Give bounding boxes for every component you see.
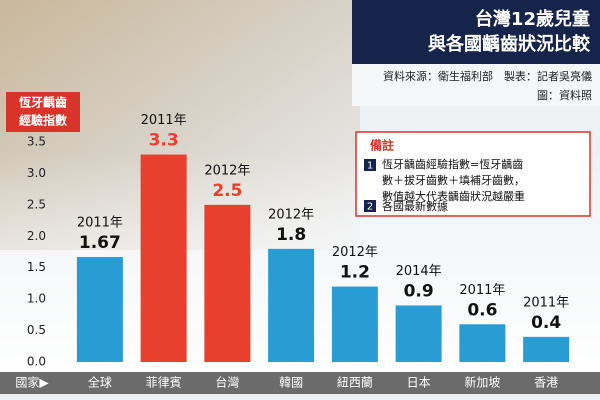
year-label: 2011年 [523, 295, 569, 310]
y-tick-label: 2.5 [27, 197, 46, 211]
value-label: 0.4 [531, 313, 561, 333]
y-axis-label: 恆牙齲齒 [19, 95, 67, 110]
note-text: 恆牙齲齒經驗指數=恆牙齲齒 [382, 157, 523, 171]
source: 資料來源：衛生福利部 製表：記者吳亮儀 [383, 69, 592, 83]
x-tick-label: 菲律賓 [146, 375, 182, 390]
y-axis-label: 經驗指數 [19, 113, 67, 128]
title-box [352, 0, 600, 64]
value-label: 0.9 [404, 281, 434, 301]
value-label: 3.3 [149, 131, 179, 151]
bar [140, 154, 187, 362]
year-label: 2011年 [459, 283, 505, 298]
year-label: 2012年 [332, 245, 378, 260]
bar [523, 336, 570, 362]
y-label-box [6, 92, 80, 132]
bar [76, 257, 123, 362]
value-label: 1.8 [276, 225, 306, 245]
value-label: 1.67 [79, 233, 121, 253]
note-text: 各國最新數據 [382, 199, 448, 213]
note-number-box [364, 200, 376, 212]
note-number: 1 [367, 161, 373, 172]
note-number-box [364, 159, 376, 171]
bar [459, 324, 506, 362]
chart-title: 與各國齲齒狀況比較 [428, 33, 591, 55]
y-tick-label: 2.0 [27, 229, 46, 243]
bar [395, 305, 442, 362]
value-label: 2.5 [212, 181, 242, 201]
y-tick-label: 1.5 [27, 260, 46, 274]
bar [204, 204, 251, 362]
year-label: 2011年 [141, 113, 187, 128]
x-tick-label: 紐西蘭 [337, 376, 373, 390]
x-tick-label: 新加坡 [464, 375, 500, 390]
value-label: 1.2 [340, 263, 370, 283]
year-label: 2012年 [204, 163, 250, 178]
y-tick-label: 3.5 [27, 135, 46, 149]
y-tick-label: 0.5 [27, 323, 46, 337]
y-tick-label: 3.0 [27, 166, 46, 180]
category-strip [0, 372, 600, 394]
bar [331, 286, 378, 362]
x-tick-label: 全球 [88, 375, 112, 390]
y-tick-label: 1.0 [27, 292, 46, 306]
year-label: 2014年 [396, 264, 442, 279]
x-axis-label: 國家▶ [15, 375, 49, 390]
note-box [355, 131, 591, 217]
y-tick-label: 0.0 [27, 355, 46, 369]
x-tick-label: 韓國 [279, 376, 303, 390]
x-tick-label: 台灣 [215, 375, 239, 390]
x-tick-label: 日本 [407, 376, 431, 390]
note-number: 2 [367, 202, 373, 213]
source: 圖：資料照 [537, 88, 592, 102]
note-title: 備註 [370, 138, 394, 153]
year-label: 2011年 [77, 216, 123, 231]
bar [268, 248, 315, 362]
x-tick-label: 香港 [534, 376, 558, 390]
chart-title: 台灣12歲兒童 [475, 8, 590, 30]
note-text: 數＋拔牙齒數＋填補牙齒數， [382, 173, 525, 187]
note-text: 數值越大代表齲齒狀況越嚴重 [382, 189, 525, 203]
source-box [352, 64, 600, 106]
year-label: 2012年 [268, 207, 314, 222]
value-label: 0.6 [467, 300, 497, 320]
